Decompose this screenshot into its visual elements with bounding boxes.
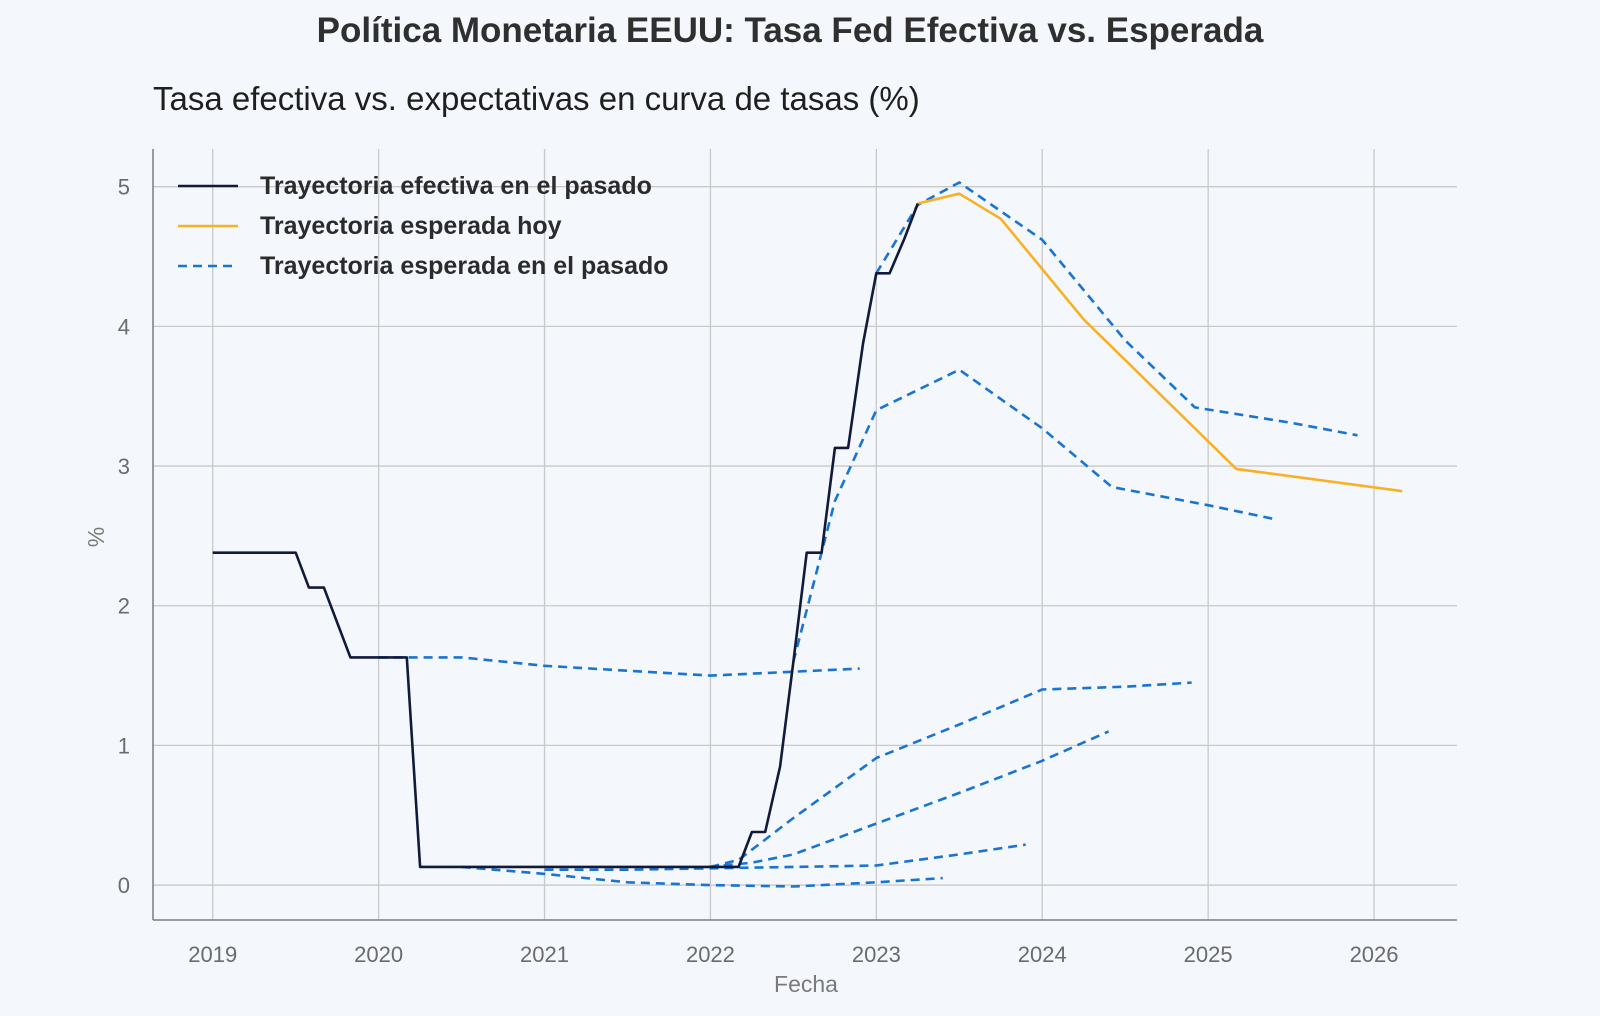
x-tick-label-2022: 2022 xyxy=(686,942,735,967)
series-line-expected-past-3 xyxy=(544,843,1026,872)
series-line-expected-past-5 xyxy=(710,681,1192,869)
gridlines xyxy=(153,149,1457,920)
series-line-expected-past-7 xyxy=(875,181,1358,437)
y-tick-label-4: 4 xyxy=(118,314,130,339)
x-tick-label-2020: 2020 xyxy=(354,942,403,967)
series-line-expected-past-1 xyxy=(378,656,860,677)
legend-label-expected-today: Trayectoria esperada hoy xyxy=(260,212,562,240)
y-axis-label: % xyxy=(83,527,109,547)
y-tick-label-2: 2 xyxy=(118,594,130,619)
legend: Trayectoria efectiva en el pasado Trayec… xyxy=(178,172,669,280)
series-line-expected-today xyxy=(917,192,1403,493)
y-tick-label-0: 0 xyxy=(118,873,130,898)
x-axis-label: Fecha xyxy=(774,971,838,997)
chart-subtitle: Tasa efectiva vs. expectativas en curva … xyxy=(153,80,920,117)
x-tick-label-2023: 2023 xyxy=(852,942,901,967)
data-series xyxy=(212,181,1403,888)
x-tick-label-2021: 2021 xyxy=(520,942,569,967)
series-line-expected-past-6 xyxy=(792,368,1275,662)
y-tick-label-3: 3 xyxy=(118,454,130,479)
series-line-effective xyxy=(212,203,920,869)
tick-labels: 2019 2020 2021 2022 2023 2024 2025 2026 0 1 2 3 4 5 xyxy=(118,175,1399,967)
x-tick-label-2026: 2026 xyxy=(1350,942,1399,967)
x-tick-label-2024: 2024 xyxy=(1018,942,1067,967)
legend-label-effective: Trayectoria efectiva en el pasado xyxy=(260,172,652,200)
x-tick-label-2025: 2025 xyxy=(1184,942,1233,967)
axes xyxy=(152,149,1457,921)
y-tick-label-5: 5 xyxy=(118,175,130,200)
chart-title: Política Monetaria EEUU: Tasa Fed Efecti… xyxy=(317,11,1264,50)
series-line-expected-past-2 xyxy=(461,865,943,888)
y-tick-label-1: 1 xyxy=(118,733,130,758)
x-tick-label-2019: 2019 xyxy=(188,942,237,967)
legend-label-expected-past: Trayectoria esperada en el pasado xyxy=(260,252,669,280)
series-line-expected-past-4 xyxy=(693,730,1110,870)
